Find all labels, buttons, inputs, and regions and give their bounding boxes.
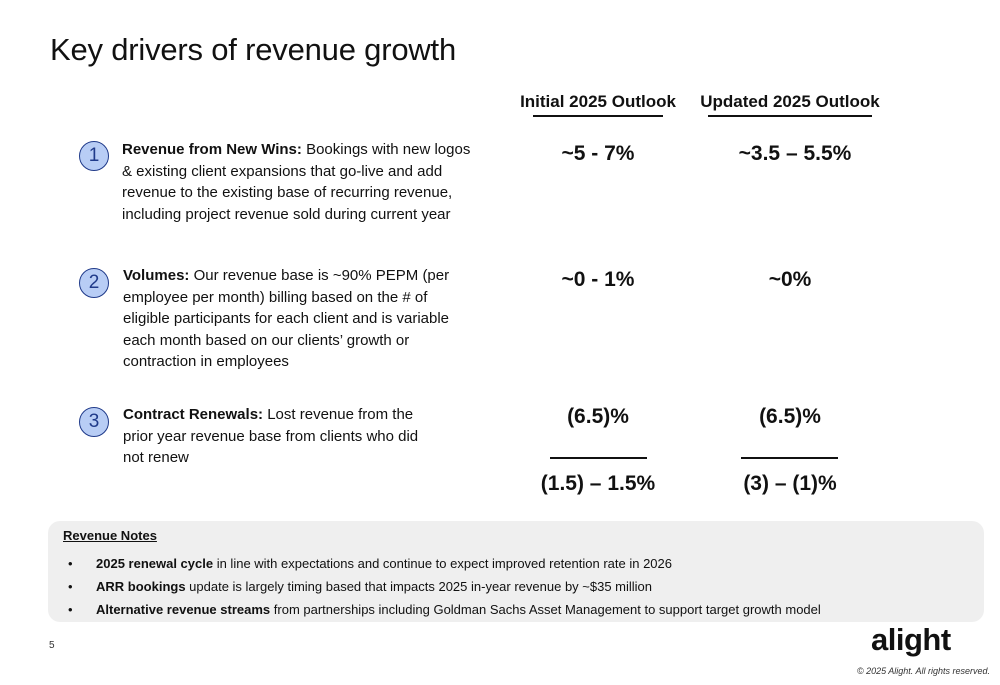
column-header-initial: Initial 2025 Outlook (515, 92, 681, 117)
driver-label-3: Contract Renewals: (123, 406, 264, 423)
revenue-notes-title: Revenue Notes (63, 528, 157, 543)
driver-3-initial-value: (6.5)% (567, 405, 629, 428)
page-title: Key drivers of revenue growth (50, 32, 457, 67)
total-rule-initial (550, 457, 647, 459)
driver-1-initial-value: ~5 - 7% (561, 142, 635, 165)
driver-3-updated-value: (6.5)% (759, 405, 821, 428)
column-header-updated-underline (708, 115, 872, 117)
driver-description-2: Volumes: Our revenue base is ~90% PEPM (… (123, 265, 483, 373)
column-header-initial-label: Initial 2025 Outlook (520, 92, 676, 111)
page-number: 5 (49, 640, 55, 651)
total-updated-value: (3) – (1)% (743, 472, 837, 495)
column-header-updated-label: Updated 2025 Outlook (700, 92, 880, 111)
column-header-updated: Updated 2025 Outlook (697, 92, 883, 117)
driver-label-2: Volumes: (123, 267, 190, 284)
driver-text-3-line-1: Lost revenue from the (263, 406, 414, 423)
driver-2-updated-value: ~0% (768, 268, 812, 291)
note-text-3: from partnerships including Goldman Sach… (270, 602, 821, 617)
driver-text-2-line-3: eligible participants for each client an… (123, 310, 450, 327)
driver-text-1-line-4: including project revenue sold during cu… (122, 205, 451, 223)
driver-text-2-line-2: employee per month) billing based on the… (123, 288, 428, 306)
driver-description-1: Revenue from New Wins: Bookings with new… (122, 139, 482, 225)
driver-2-initial-value: ~0 - 1% (561, 268, 635, 291)
driver-number-3: 3 (79, 407, 109, 437)
total-rule-updated (741, 457, 838, 459)
driver-text-3-line-3: not renew (123, 449, 189, 466)
copyright-notice: © 2025 Alight. All rights reserved. (856, 666, 990, 676)
note-bold-2: ARR bookings (96, 579, 186, 594)
note-bullet-2: • (68, 579, 73, 594)
note-bold-1: 2025 renewal cycle (96, 556, 214, 571)
driver-number-1: 1 (79, 141, 109, 171)
note-item-3: • Alternative revenue streams from partne… (68, 602, 821, 617)
driver-text-2-line-4: each month based on our clients’ growth … (123, 331, 410, 349)
note-bullet-3: • (68, 602, 73, 617)
driver-text-1-line-1: Bookings with new logos (301, 141, 471, 158)
driver-1-updated-value: ~3.5 – 5.5% (738, 142, 852, 165)
driver-text-1-line-3: revenue to the existing base of recurrin… (122, 184, 453, 201)
column-header-initial-underline (533, 115, 663, 117)
revenue-notes-panel: Revenue Notes • 2025 renewal cycle in lin… (48, 521, 984, 622)
driver-text-1-line-2: & existing client expansions that go-liv… (122, 162, 443, 180)
note-item-1: • 2025 renewal cycle in line with expecta… (68, 556, 672, 571)
note-text-2: update is largely timing based that impa… (185, 579, 653, 594)
driver-number-2: 2 (79, 268, 109, 298)
note-item-2: • ARR bookings update is largely timing b… (68, 579, 652, 594)
alight-logo: alight (871, 622, 951, 657)
note-bold-3: Alternative revenue streams (96, 602, 271, 617)
note-text-1: in line with expectations and continue t… (213, 556, 672, 571)
driver-text-2-line-5: contraction in employees (123, 353, 289, 370)
total-initial-value: (1.5) – 1.5% (540, 472, 656, 495)
driver-text-2-line-1: Our revenue base is ~90% PEPM (per (189, 267, 450, 284)
note-bullet-1: • (68, 556, 73, 571)
driver-label-1: Revenue from New Wins: (122, 141, 302, 158)
driver-text-3-line-2: prior year revenue base from clients who… (123, 427, 419, 445)
driver-description-3: Contract Renewals: Lost revenue from the… (123, 404, 463, 469)
